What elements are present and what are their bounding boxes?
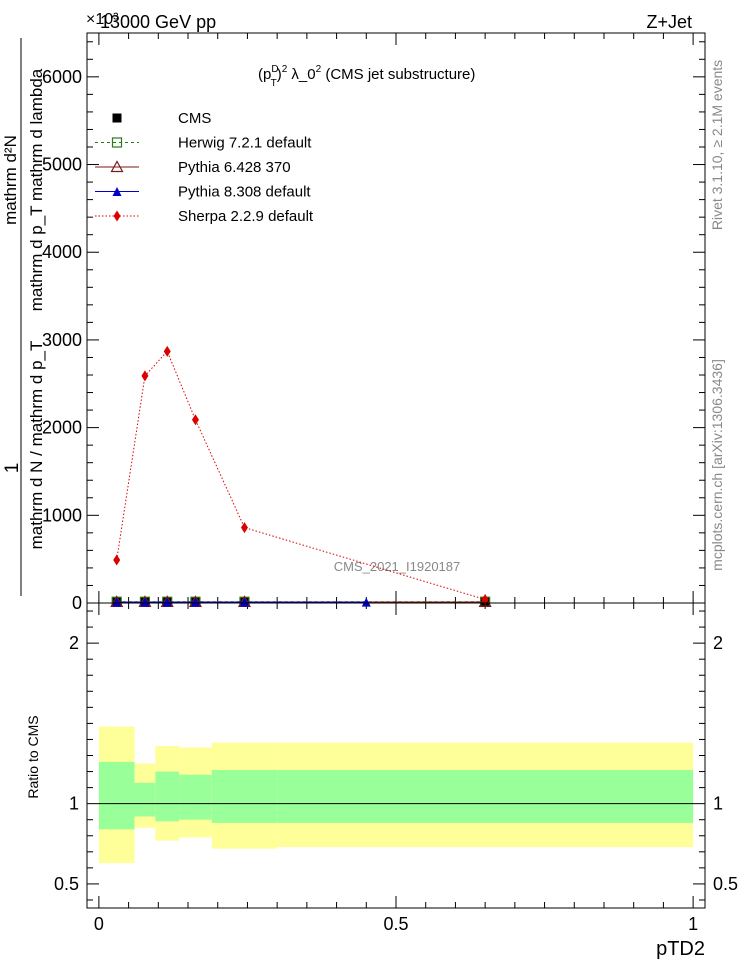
- ratio-band-inner: [155, 771, 180, 822]
- ratio-tick-label-right: 0.5: [713, 874, 738, 894]
- data-point: [190, 597, 200, 607]
- y-label-numerator: mathrm d²N: [1, 135, 20, 225]
- legend-marker: [111, 137, 123, 148]
- ratio-panel: 0 0.5 1 0.5 0.5 1 1 2 2: [54, 602, 738, 934]
- x-tick-label: 1: [688, 914, 698, 934]
- ratio-tick-label-right: 2: [713, 633, 723, 653]
- y-label-denominator: mathrm d N / mathrm d p_T: [27, 341, 46, 550]
- y-label-one: 1: [2, 463, 23, 474]
- ratio-tick-label: 2: [69, 633, 79, 653]
- legend-marker: [112, 187, 122, 196]
- series-line: [116, 350, 486, 600]
- ratio-y-label: Ratio to CMS: [25, 715, 41, 798]
- ratio-tick-label: 0.5: [54, 874, 79, 894]
- watermark: CMS_2021_I1920187: [334, 559, 461, 574]
- data-point: [112, 597, 122, 607]
- y-label-numerator-sub: mathrm d p_T mathrm d lambda: [27, 68, 46, 311]
- legend-marker: [112, 113, 122, 123]
- ratio-tick-label-right: 1: [713, 794, 723, 814]
- ratio-band-inner: [179, 774, 212, 820]
- rivet-label: Rivet 3.1.10, ≥ 2.1M events: [709, 60, 725, 230]
- ratio-band-inner: [98, 761, 135, 830]
- legend-marker: [113, 210, 121, 222]
- chart-title: (pD T)2 λ_02 (CMS jet substructure): [258, 64, 475, 89]
- data-point: [113, 554, 121, 566]
- legend-label: Pythia 6.428 370: [178, 159, 291, 176]
- ratio-tick-label: 1: [69, 794, 79, 814]
- y-tick-label: 5000: [42, 155, 82, 175]
- y-tick-label: 4000: [42, 242, 82, 262]
- data-point: [361, 597, 371, 607]
- mcplots-label: mcplots.cern.ch [arXiv:1306.3436]: [709, 359, 725, 571]
- y-axis-label: 1 mathrm d²N mathrm d p_T mathrm d lambd…: [1, 38, 46, 596]
- data-point: [141, 370, 149, 382]
- data-point: [140, 597, 150, 607]
- legend-label: CMS: [178, 110, 211, 127]
- legend-label: Sherpa 2.2.9 default: [178, 208, 314, 225]
- data-point: [162, 597, 172, 607]
- legend: CMS Herwig 7.2.1 default Pythia 6.428 370 P…: [95, 110, 314, 225]
- ratio-band-inner: [211, 769, 278, 823]
- y-tick-label: 0: [72, 593, 82, 613]
- data-point: [191, 414, 199, 426]
- x-tick-label: 0: [94, 914, 104, 934]
- ratio-band-inner: [277, 769, 694, 823]
- y-tick-label: 6000: [42, 67, 82, 87]
- x-axis-label: pTD2: [656, 938, 705, 960]
- x-tick-label: 0.5: [383, 914, 408, 934]
- data-point: [478, 595, 492, 608]
- ratio-band-inner: [134, 782, 156, 817]
- y-tick-label: 3000: [42, 330, 82, 350]
- y-tick-label: 1000: [42, 505, 82, 525]
- legend-marker: [110, 160, 124, 173]
- data-point: [481, 593, 489, 605]
- data-point: [239, 597, 249, 607]
- header-left: 13000 GeV pp: [100, 12, 216, 32]
- header-right: Z+Jet: [646, 12, 692, 32]
- y-exponent: ×10³: [86, 11, 119, 28]
- data-point: [163, 345, 171, 357]
- legend-label: Herwig 7.2.1 default: [178, 135, 312, 152]
- legend-label: Pythia 8.308 default: [178, 184, 311, 201]
- data-point: [240, 522, 248, 534]
- y-tick-label: 2000: [42, 418, 82, 438]
